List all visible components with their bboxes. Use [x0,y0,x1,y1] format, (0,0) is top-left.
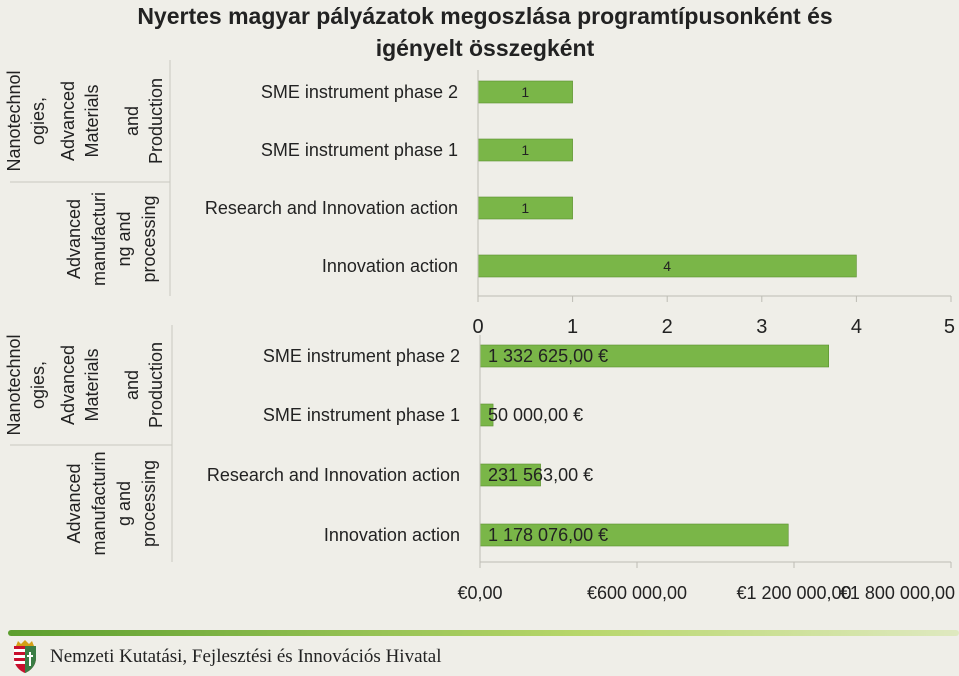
group-label-line: processing [139,195,159,282]
category-label: SME instrument phase 1 [263,405,460,425]
data-label: 1 [521,200,529,216]
group-label-line: Advanced [64,199,84,279]
group-label-line: and [122,370,142,400]
category-label: Research and Innovation action [205,198,458,218]
category-label: SME instrument phase 2 [261,82,458,102]
tick-label: 5 [944,316,955,338]
footer-band [8,630,959,636]
data-label: 1 [521,84,529,100]
category-label: SME instrument phase 1 [261,140,458,160]
group-label-line: ogies, [28,361,48,409]
category-label: SME instrument phase 2 [263,346,460,366]
group-label-line: Materials [82,348,102,421]
tick-label: €0,00 [457,583,502,603]
tick-label: €1 200 000,00 [736,583,851,603]
data-label: 1 [521,142,529,158]
category-label: Innovation action [322,256,458,276]
tick-label: 1 [567,316,578,338]
data-label: 231 563,00 € [488,465,593,485]
tick-label: 0 [472,316,483,338]
group-label-line: manufacturin [89,451,109,555]
group-label-line: Production [146,78,166,164]
data-label: 4 [663,258,671,274]
group-label-line: Nanotechnol [4,70,24,171]
group-label-line: manufacturi [89,192,109,286]
data-label: 50 000,00 € [488,405,583,425]
group-label-line: ng and [114,211,134,266]
group-label-line: ogies, [28,97,48,145]
footer-text: Nemzeti Kutatási, Fejlesztési és Innovác… [50,646,442,667]
tick-label: 4 [851,316,862,338]
group-label-line: Production [146,342,166,428]
group-label-line: Advanced [64,463,84,543]
group-label-line: Nanotechnol [4,334,24,435]
group-label-line: Advanced [58,81,78,161]
data-label: 1 332 625,00 € [488,346,608,366]
group-label-line: and [122,106,142,136]
group-label-line: g and [114,481,134,526]
data-label: 1 178 076,00 € [488,525,608,545]
hungarian-coat-of-arms-icon [14,640,36,673]
tick-label: 3 [756,316,767,338]
tick-label: 2 [662,316,673,338]
slide-title: Nyertes magyar pályázatok megoszlása pro… [137,3,833,61]
group-label-line: Advanced [58,345,78,425]
category-label: Innovation action [324,525,460,545]
group-label-line: processing [139,460,159,547]
tick-label: €600 000,00 [587,583,687,603]
tick-label: €1 800 000,00 [840,583,955,603]
category-label: Research and Innovation action [207,465,460,485]
group-label-line: Materials [82,84,102,157]
